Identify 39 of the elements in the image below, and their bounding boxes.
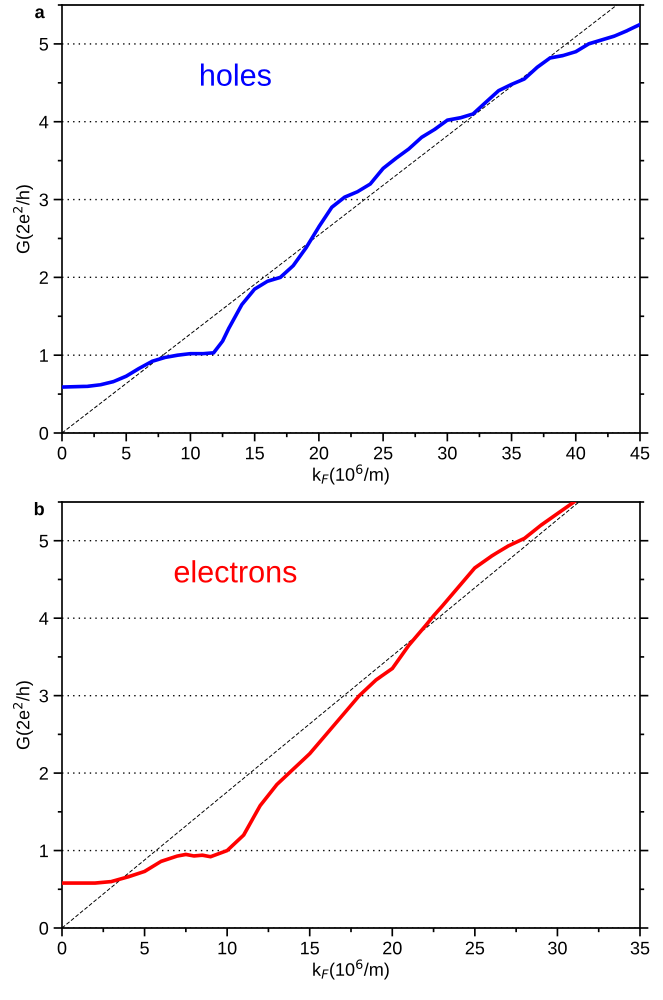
y-axis-title: G(2e$^{2}$/h): [12, 681, 34, 750]
text: electrons: [174, 560, 296, 583]
y-tick-label: 1: [40, 349, 48, 362]
x-tick-label: 25: [466, 942, 484, 954]
x-tick-label: 20: [383, 942, 402, 954]
x-tick-label: 20: [310, 446, 328, 460]
x-tick-label: 30: [548, 942, 567, 954]
x-axis-title: k$_{F}$(10$^{6}$/m): [313, 959, 389, 980]
x-tick-label: 35: [502, 446, 521, 460]
y-tick-label: 0: [39, 426, 48, 440]
y-tick-label: 1: [40, 844, 48, 858]
x-tick-label: 5: [122, 446, 130, 460]
x-tick-label: 45: [630, 446, 650, 460]
chart-title: b: [34, 502, 44, 516]
y-tick-label: 2: [40, 271, 48, 284]
x-tick-label: 25: [374, 446, 392, 460]
line-series: [62, 22, 640, 389]
y-tick-label: 5: [39, 38, 48, 51]
x-tick-label: 30: [438, 446, 457, 460]
y-tick-label: 5: [39, 534, 48, 548]
x-tick-label: 35: [630, 942, 650, 954]
x-tick-label: 5: [140, 942, 149, 954]
y-tick-label: 0: [39, 922, 48, 935]
y-tick-label: 2: [40, 767, 48, 780]
x-tick-label: 0: [58, 446, 66, 460]
y-tick-label: 4: [39, 116, 48, 128]
x-axis-title: k$_{F}$(10$^{6}$/m): [313, 464, 389, 484]
x-tick-label: 40: [566, 446, 586, 460]
y-tick-label: 4: [39, 612, 48, 625]
chart-title: a: [35, 8, 45, 18]
y-tick-label: 3: [39, 690, 48, 702]
x-tick-label: 10: [182, 446, 200, 460]
x-tick-label: 15: [301, 942, 319, 954]
x-tick-label: 10: [218, 942, 236, 954]
y-axis-title: G(2e$^{2}$/h): [12, 185, 34, 254]
y-tick-label: 3: [39, 193, 48, 206]
x-tick-label: 15: [246, 446, 264, 460]
text: holes: [201, 64, 271, 86]
x-tick-label: 0: [58, 942, 66, 954]
